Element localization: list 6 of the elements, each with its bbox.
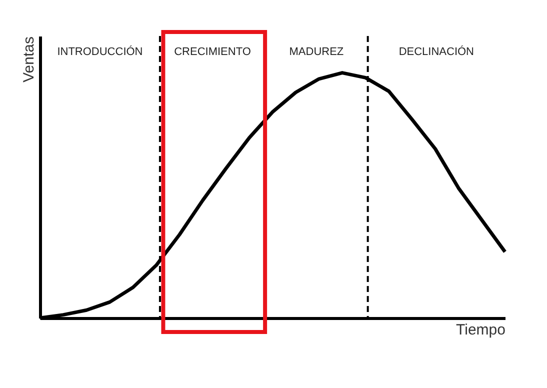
y-axis-title: Ventas <box>20 36 38 82</box>
text: MADUREZ <box>289 46 344 58</box>
text: INTRODUCCIÓN <box>57 45 143 58</box>
text: DECLINACIÓN <box>398 45 474 58</box>
text: CRECIMIENTO <box>174 46 252 58</box>
x-axis-title: Tiempo <box>456 322 506 338</box>
